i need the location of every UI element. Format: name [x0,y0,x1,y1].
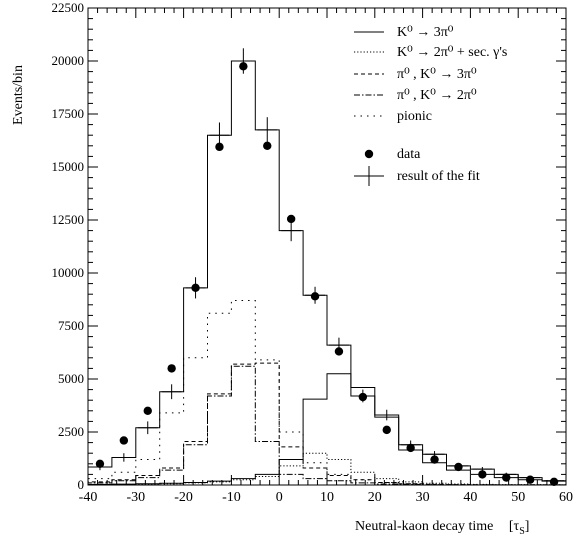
x-tick-label: 0 [276,490,283,505]
legend-label: K⁰ → 2π⁰ + sec. γ's [397,45,507,60]
x-tick-label: 40 [463,490,477,505]
data-point [310,292,320,301]
legend-label: result of the fit [397,169,480,184]
y-axis-label: Events/bin [11,65,26,125]
y-tick-label: 20000 [52,53,85,68]
data-point [167,364,176,373]
x-tick-label: 30 [416,490,430,505]
series-line [87,373,567,485]
x-tick-label: 10 [320,490,334,505]
y-tick-label: 5000 [58,371,84,386]
legend-label: K⁰ → 3π⁰ [397,25,454,40]
x-axis-unit-subscript: S [519,526,525,537]
y-tick-label: 0 [78,477,85,492]
legend-label: π⁰ , K⁰ → 3π⁰ [397,67,477,82]
x-axis-label: Neutral-kaon decay time [τS] [355,519,529,537]
y-tick-label: 17500 [52,106,85,121]
x-tick-label: 20 [368,490,382,505]
fit-histogram [87,60,567,485]
data-point [430,455,439,464]
data-point [239,62,248,71]
y-tick-label: 2500 [58,424,84,439]
data-point [406,443,415,453]
legend-label: pionic [397,109,432,124]
y-tick-label: 12500 [52,212,85,227]
data-point [478,470,487,479]
data-point [454,462,463,472]
data-point [334,347,344,356]
series-line [87,365,567,486]
data-point [525,475,535,484]
y-tick-label: 10000 [52,265,85,280]
x-tick-label: -40 [79,490,98,505]
legend-label: data [397,147,421,162]
x-axis-label-text: Neutral-kaon decay time [355,519,493,534]
legend-marker [364,149,374,159]
legend-label: π⁰ , K⁰ → 2π⁰ [397,88,477,103]
y-tick-label: 22500 [52,0,85,15]
plot-area: 0 2500 5000 7500 10000 12500 15000 17500 20000 22… [52,0,574,505]
data-point [95,459,105,468]
data-point [191,283,200,293]
data-point [263,141,272,150]
x-tick-label: 50 [511,490,525,505]
x-tick-label: -20 [174,490,193,505]
data-point [143,406,152,415]
data-point [382,425,391,435]
x-tick-label: -30 [126,490,145,505]
x-tick-label: 60 [559,490,573,505]
data-point [549,477,559,487]
x-axis-unit-close: ] [525,519,530,534]
data-point [358,392,368,402]
y-tick-label: 15000 [52,159,85,174]
data-point [502,473,511,482]
data-point [215,142,224,152]
data-point [119,436,129,445]
x-axis-unit: [τ [509,519,520,534]
data-point [286,214,296,224]
y-tick-label: 7500 [58,318,84,333]
x-tick-label: -10 [222,490,241,505]
